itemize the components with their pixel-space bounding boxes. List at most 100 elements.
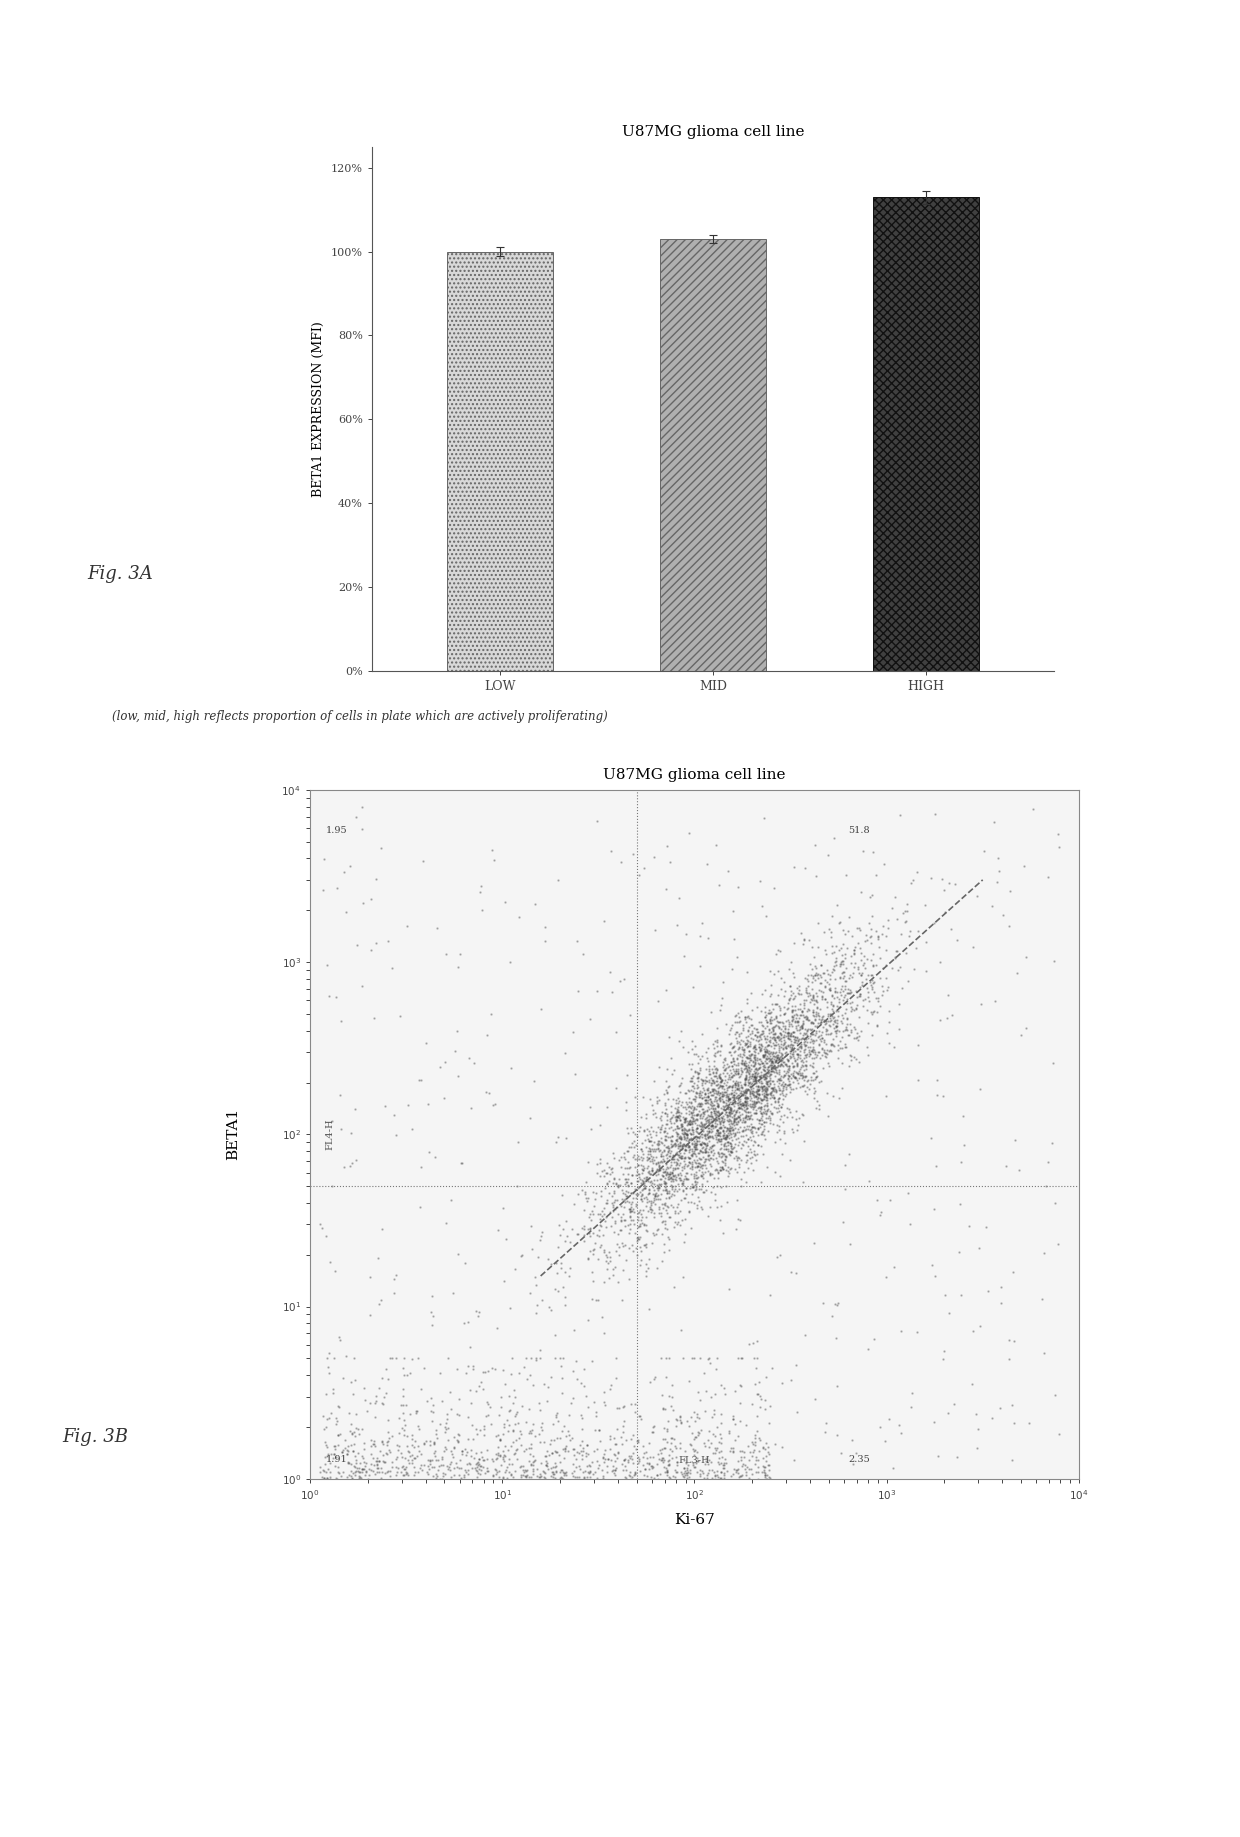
Point <box>642 1157 662 1187</box>
Point <box>784 1067 804 1097</box>
Point <box>779 1051 799 1080</box>
Point <box>361 1449 381 1479</box>
Point <box>801 1020 821 1049</box>
Point <box>683 1130 703 1159</box>
Point <box>780 972 800 1001</box>
Point <box>585 1414 605 1444</box>
Point <box>666 1442 686 1471</box>
Point <box>714 1130 734 1159</box>
Point <box>727 1143 746 1172</box>
Point <box>749 1075 769 1104</box>
Point <box>709 1141 729 1170</box>
Point <box>730 1437 750 1466</box>
Point <box>449 1420 469 1449</box>
Point <box>841 1018 861 1047</box>
Point <box>800 1038 820 1067</box>
Point <box>729 1104 749 1133</box>
Point <box>821 1036 841 1065</box>
Point <box>615 1179 635 1209</box>
Point <box>843 959 863 988</box>
Point <box>693 1117 713 1146</box>
Point <box>615 1187 635 1216</box>
Point <box>477 1453 497 1482</box>
Point <box>796 1005 816 1034</box>
Point <box>708 1163 728 1192</box>
Point <box>830 992 849 1021</box>
Point <box>635 1174 655 1203</box>
Point <box>765 1054 785 1084</box>
Point <box>708 1137 728 1166</box>
Point <box>621 1196 641 1225</box>
Point <box>730 1389 750 1418</box>
Point <box>713 968 733 997</box>
Point <box>553 1181 573 1211</box>
Point <box>681 1054 701 1084</box>
Point <box>724 1086 744 1115</box>
Point <box>619 1165 639 1194</box>
Point <box>498 1449 518 1479</box>
Point <box>697 1144 717 1174</box>
Point <box>739 1047 759 1076</box>
Point <box>444 1279 464 1308</box>
Point <box>709 1073 729 1102</box>
Point <box>730 1460 750 1490</box>
Point <box>897 889 916 918</box>
Point <box>671 1165 691 1194</box>
Point <box>578 1244 598 1273</box>
Point <box>792 997 812 1027</box>
Point <box>765 1020 785 1049</box>
Point <box>738 1051 758 1080</box>
Point <box>864 968 884 997</box>
Point <box>742 1062 761 1091</box>
Point <box>584 1190 604 1220</box>
Point <box>703 1075 723 1104</box>
Point <box>661 1126 681 1155</box>
Point <box>534 1459 554 1488</box>
Point <box>790 999 810 1029</box>
Point <box>733 1032 753 1062</box>
Point <box>378 1365 398 1394</box>
Point <box>737 1042 756 1071</box>
Point <box>634 1082 653 1111</box>
Point <box>786 1258 806 1288</box>
Point <box>827 1420 847 1449</box>
Point <box>503 1427 523 1457</box>
Point <box>724 1080 744 1110</box>
Point <box>495 1440 515 1470</box>
Point <box>812 1018 832 1047</box>
Point <box>653 1078 673 1108</box>
Point <box>794 1047 813 1076</box>
Point <box>656 975 676 1005</box>
Point <box>670 1128 689 1157</box>
Point <box>492 1194 512 1223</box>
Point <box>352 814 372 843</box>
Point <box>728 1084 748 1113</box>
Point <box>433 1460 453 1490</box>
Point <box>837 988 857 1018</box>
Point <box>560 1227 580 1257</box>
Point <box>844 939 864 968</box>
Point <box>636 1099 656 1128</box>
Point <box>737 1086 756 1115</box>
Point <box>652 1110 672 1139</box>
Point <box>492 1356 512 1385</box>
Point <box>847 990 867 1020</box>
Point <box>797 1016 817 1045</box>
Point <box>734 1438 754 1468</box>
Point <box>691 1108 711 1137</box>
Point <box>686 1084 706 1113</box>
Point <box>599 1264 619 1293</box>
Point <box>890 953 910 983</box>
Point <box>646 1117 666 1146</box>
Point <box>656 1343 676 1372</box>
Point <box>352 972 372 1001</box>
Point <box>724 1080 744 1110</box>
Point <box>857 944 877 974</box>
Point <box>660 1152 680 1181</box>
Point <box>733 1036 753 1065</box>
Point <box>749 1032 769 1062</box>
Point <box>766 1001 786 1031</box>
Point <box>706 1071 725 1100</box>
Point <box>750 1426 770 1455</box>
Point <box>702 1455 722 1484</box>
